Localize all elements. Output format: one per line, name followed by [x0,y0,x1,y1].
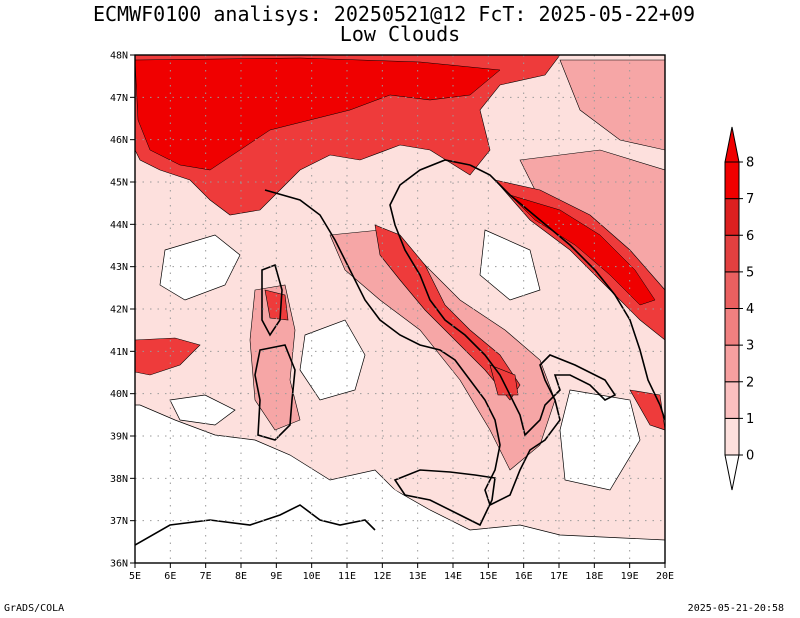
footer-credit: GrADS/COLA [4,603,65,614]
lat-label: 38N [110,474,128,485]
lon-label: 15E [479,571,497,582]
colorbar-label: 4 [746,302,754,317]
clear-area-west [159,234,241,301]
lat-label: 42N [110,305,128,316]
lon-label: 6E [164,571,176,582]
cloud-cover-mid-peninsula [329,229,556,471]
lat-label: 45N [110,178,128,189]
lon-label: 12E [373,571,391,582]
lat-label: 39N [110,432,128,443]
colorbar-label: 5 [746,265,754,280]
lon-label: 17E [550,571,568,582]
lat-label: 44N [110,220,128,231]
sicily-coastline [393,469,496,527]
colorbar-label: 3 [746,339,754,354]
cloud-cover-high-east-sea [629,389,665,431]
lat-label: 48N [110,51,128,62]
lon-label: 19E [621,571,639,582]
colorbar-segment [724,161,740,200]
colorbar-segment [724,417,740,456]
cloud-cover-max-alps [135,57,501,171]
clear-area-tyrrhenian [299,319,366,401]
title-line-2: Low Clouds [339,22,461,46]
lat-label: 41N [110,347,128,358]
sardinia-coastline [254,344,296,441]
title-line-1: ECMWF0100 analisys: 20250521@12 FcT: 202… [92,2,696,26]
colorbar-lower-cap [724,454,740,491]
north-africa-coastline [135,504,376,546]
coastlines [135,159,665,546]
clear-area-adriatic [479,229,541,301]
colorbar-segment [724,381,740,419]
italy-coastline [264,159,617,507]
cloud-cover-high-calabria [489,364,519,396]
footer-timestamp: 2025-05-21-20:58 [687,603,784,614]
lon-label: 9E [270,571,282,582]
colorbar-label: 6 [746,229,754,244]
corsica-coastline [261,263,283,337]
lat-label: 37N [110,516,128,527]
lon-label: 13E [409,571,427,582]
longitude-axis: 5E 6E 7E 8E 9E 10E 11E 12E 13E 14E 15E 16E 17E 18E 19E… [129,563,674,582]
colorbar-segment [724,198,740,236]
colorbar-upper-cap [724,126,740,163]
lon-label: 18E [585,571,603,582]
cloud-cover-mid-northeast [559,59,665,151]
cloud-cover-high-west-sea [135,337,201,376]
colorbar-label: 2 [746,375,754,390]
colorbar-label: 8 [746,156,754,171]
lat-label: 46N [110,135,128,146]
colorbar-segment [724,308,740,346]
lon-label: 10E [303,571,321,582]
colorbar-segment [724,234,740,273]
lon-label: 5E [129,571,141,582]
lat-label: 40N [110,389,128,400]
lat-label: 43N [110,262,128,273]
lon-label: 20E [656,571,674,582]
colorbar-label: 7 [746,192,754,207]
colorbar-label: 1 [746,412,754,427]
lon-label: 16E [515,571,533,582]
lat-label: 36N [110,559,128,570]
lon-label: 14E [444,571,462,582]
clear-area-south [135,430,665,563]
lat-label: 47N [110,93,128,104]
lon-label: 7E [200,571,212,582]
colorbar: 0 1 2 3 4 5 6 7 8 [724,126,754,491]
lon-label: 11E [338,571,356,582]
balkan-coastline [469,164,665,421]
colorbar-label: 0 [746,449,754,464]
lon-label: 8E [235,571,247,582]
colorbar-segment [724,344,740,383]
clear-area-central [169,394,236,426]
latitude-axis: 48N 47N 46N 45N 44N 43N 42N 41N 40N 39N 38N 37N 36N [110,51,135,570]
colorbar-segment [724,271,740,309]
